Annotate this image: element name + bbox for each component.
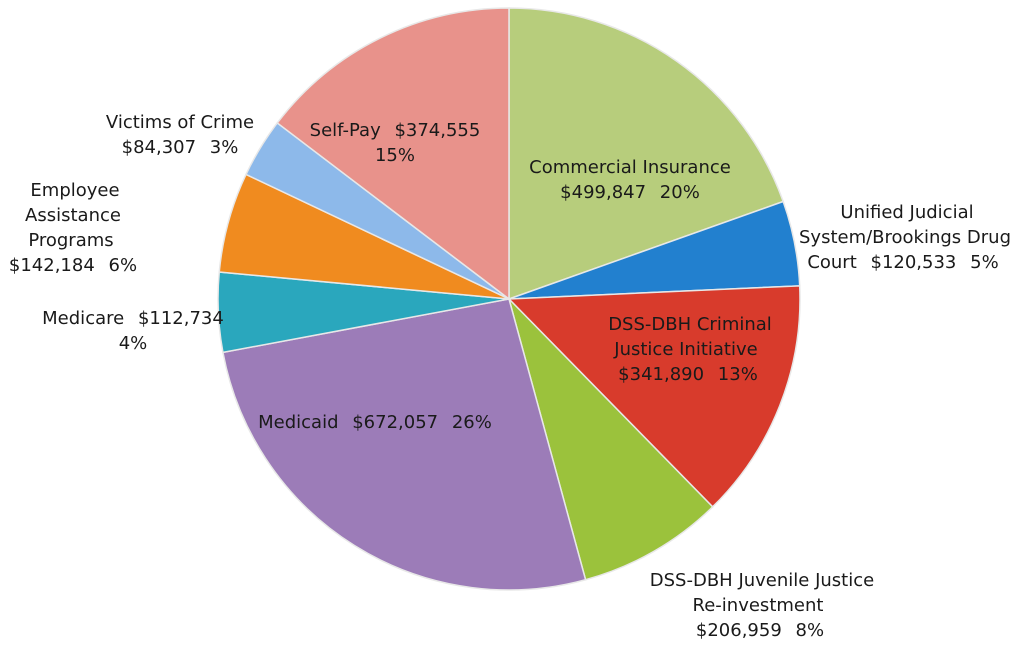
value-label: $120,533 <box>870 252 957 273</box>
slice-label: Commercial Insurance $499,847 20% <box>510 155 750 205</box>
category-name: Medicaid <box>258 412 339 433</box>
category-name: Commercial Insurance <box>529 157 731 178</box>
value-label: $112,734 <box>137 308 224 329</box>
value-label: $672,057 <box>352 412 439 433</box>
pie-slice <box>507 296 714 581</box>
slice-label: Medicare $112,734 4% <box>38 306 228 356</box>
percent-label: 3% <box>209 137 239 158</box>
percent-label: 5% <box>970 252 999 273</box>
category-name: Victims of Crime <box>105 112 255 133</box>
category-name: Unified Judicial System/Brookings Drug C… <box>798 202 1012 273</box>
value-label: $206,959 <box>695 620 782 641</box>
percent-label: 8% <box>795 620 825 641</box>
category-name: Medicare <box>42 308 125 329</box>
slice-label: Self-Pay $374,555 15% <box>280 118 510 168</box>
slice-label: Medicaid $672,057 26% <box>245 410 505 435</box>
category-name: DSS-DBH Criminal Justice Initiative <box>608 314 772 360</box>
slice-label: Victims of Crime $84,307 3% <box>80 110 280 160</box>
category-name: Self-Pay <box>309 120 381 141</box>
slice-label: Unified Judicial System/Brookings Drug C… <box>790 200 1020 275</box>
value-label: $84,307 <box>121 137 197 158</box>
category-name: DSS-DBH Juvenile Justice Re-investment <box>649 570 875 616</box>
value-label: $142,184 <box>8 255 95 276</box>
pie-slice <box>508 7 785 301</box>
percent-label: 20% <box>659 182 700 203</box>
percent-label: 6% <box>108 255 138 276</box>
percent-label: 15% <box>374 145 415 166</box>
value-label: $499,847 <box>560 182 647 203</box>
category-name: Employee Assistance Programs <box>25 180 121 251</box>
pie-slice <box>507 285 801 508</box>
slice-label: DSS-DBH Juvenile Justice Re-investment $… <box>645 568 875 643</box>
slice-label: Employee Assistance Programs $142,184 6% <box>0 178 148 278</box>
percent-label: 13% <box>717 364 758 385</box>
value-label: $374,555 <box>394 120 481 141</box>
value-label: $341,890 <box>618 364 705 385</box>
percent-label: 4% <box>118 333 148 354</box>
pie-slice <box>276 7 510 301</box>
slice-label: DSS-DBH Criminal Justice Initiative $341… <box>578 312 798 387</box>
pie-slice <box>222 298 587 591</box>
percent-label: 26% <box>451 412 492 433</box>
